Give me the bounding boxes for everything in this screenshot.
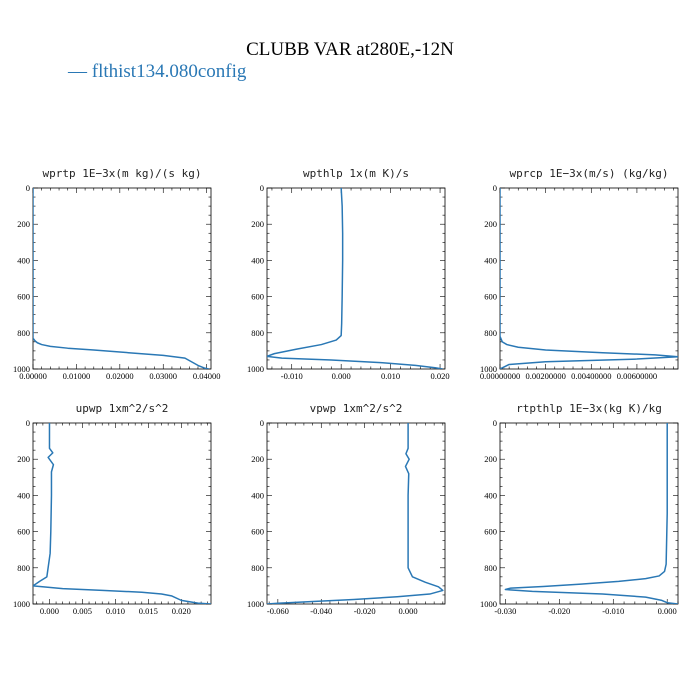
x-tick-label: 0.04000 [193,371,221,381]
x-tick-label: -0.020 [354,606,376,616]
y-tick-label: 1000 [480,599,497,609]
y-tick-label: 400 [251,255,264,265]
x-tick-label: -0.010 [281,371,303,381]
x-tick-label: 0.015 [139,606,158,616]
panel-5: vpwp 1xm^2/s^2 0 200 400 600 800 1000-0.060 -0.… [247,402,446,616]
panel-4: upwp 1xm^2/s^2 0 200 400 600 800 1000 0.000 0.00… [13,402,212,616]
y-tick-label: 200 [17,454,30,464]
y-tick-label: 200 [17,219,30,229]
y-tick-label: 600 [17,292,30,302]
y-tick-label: 400 [17,255,30,265]
y-tick-label: 600 [251,527,264,537]
y-tick-label: 400 [251,490,264,500]
x-tick-label: 0.005 [73,606,92,616]
figure-title: CLUBB VAR at280E,-12N [246,39,454,60]
plot-frame [32,187,212,370]
y-tick-label: 200 [484,454,497,464]
x-tick-label: 0.010 [381,371,400,381]
y-tick-label: 1000 [247,364,264,374]
series-line [33,423,211,604]
x-tick-label: 0.000 [658,606,677,616]
y-tick-label: 0 [493,418,497,428]
y-tick-label: 0 [260,183,264,193]
panel-title: wpthlp 1x(m K)/s [303,167,409,180]
y-tick-label: 1000 [480,364,497,374]
x-tick-label: -0.060 [267,606,289,616]
panel-title: rtpthlp 1E−3x(kg K)/kg [516,402,662,415]
x-tick-label: 0.000 [40,606,59,616]
series-line [267,188,443,369]
x-tick-label: 0.00200000 [525,371,565,381]
x-tick-label: -0.010 [602,606,624,616]
x-tick-label: -0.020 [548,606,570,616]
x-tick-label: 0.00400000 [571,371,611,381]
y-tick-label: 0 [493,183,497,193]
y-tick-label: 600 [484,527,497,537]
y-tick-label: 800 [251,328,264,338]
y-tick-label: 1000 [13,364,30,374]
y-tick-label: 800 [17,328,30,338]
series-line [267,423,444,604]
y-tick-label: 400 [484,490,497,500]
x-tick-label: 0.02000 [106,371,134,381]
y-tick-label: 400 [484,255,497,265]
series-line [500,188,678,369]
plot-frame [32,422,212,605]
panel-title: wprcp 1E−3x(m/s) (kg/kg) [510,167,669,180]
y-tick-label: 200 [484,219,497,229]
x-tick-label: 0.020 [172,606,191,616]
plot-frame [266,187,446,370]
x-tick-label: 0.010 [106,606,125,616]
y-tick-label: 1000 [247,599,264,609]
series-line [33,188,209,369]
x-tick-label: 0.00000 [19,371,47,381]
plot-frame [499,187,679,370]
y-tick-label: 800 [251,563,264,573]
x-tick-label: 0.000 [399,606,418,616]
x-tick-label: -0.040 [310,606,332,616]
y-tick-label: 600 [17,527,30,537]
y-tick-label: 800 [484,328,497,338]
y-tick-label: 400 [17,490,30,500]
panels: wprtp 1E−3x(m kg)/(s kg) 0 200 400 600 800 100… [13,167,679,616]
y-tick-label: 1000 [13,599,30,609]
plot-frame [266,422,446,605]
panel-title: upwp 1xm^2/s^2 [76,402,169,415]
y-tick-label: 0 [260,418,264,428]
panel-title: wprtp 1E−3x(m kg)/(s kg) [43,167,202,180]
y-tick-label: 800 [484,563,497,573]
x-tick-label: 0.00600000 [617,371,657,381]
legend-entry: — flthist134.080config [67,61,247,82]
x-tick-label: 0.00000000 [480,371,520,381]
y-tick-label: 600 [251,292,264,302]
panel-6: rtpthlp 1E−3x(kg K)/kg02004006008001000-… [480,402,679,616]
x-tick-label: -0.030 [494,606,516,616]
panel-title: vpwp 1xm^2/s^2 [310,402,403,415]
x-tick-label: 0.03000 [149,371,177,381]
series-line [504,423,678,604]
y-tick-label: 600 [484,292,497,302]
y-tick-label: 0 [26,418,30,428]
panel-2: wpthlp 1x(m K)/s 0 200 400 600 800 1000 -0.010 0… [247,167,450,381]
x-tick-label: 0.01000 [63,371,91,381]
y-tick-label: 200 [251,219,264,229]
y-tick-label: 200 [251,454,264,464]
y-tick-label: 800 [17,563,30,573]
x-tick-label: 0.000 [332,371,351,381]
panel-1: wprtp 1E−3x(m kg)/(s kg) 0 200 400 600 800 100… [13,167,220,381]
y-tick-label: 0 [26,183,30,193]
panel-3: wprcp 1E−3x(m/s) (kg/kg) 0 200 400 600 800 100… [480,167,679,381]
x-tick-label: 0.020 [430,371,449,381]
